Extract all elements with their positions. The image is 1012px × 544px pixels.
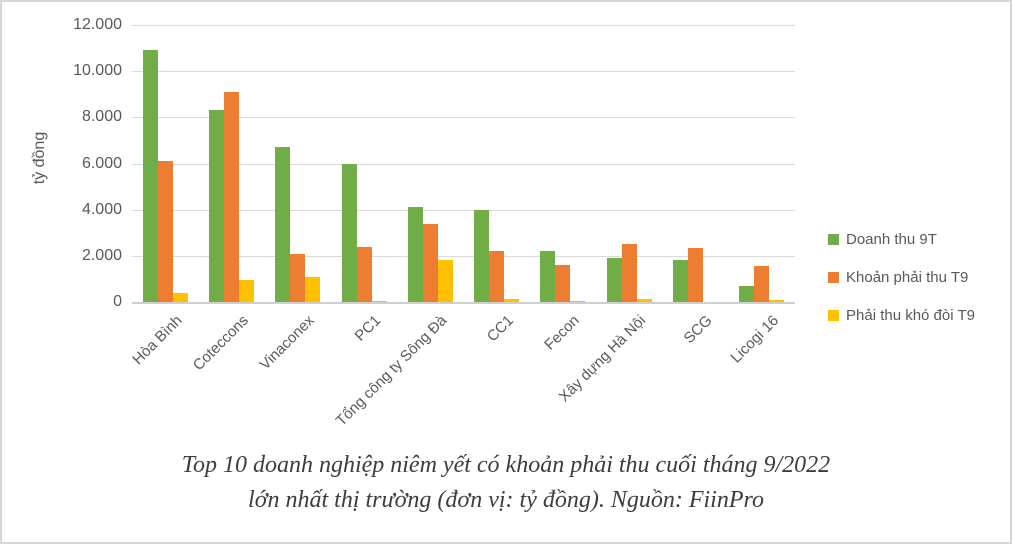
bar (555, 265, 571, 302)
gridline (132, 163, 795, 165)
legend-swatch-orange (828, 271, 839, 283)
y-tick-label: 12.000 (73, 16, 122, 33)
bar (489, 251, 505, 302)
y-tick-label: 6.000 (81, 154, 122, 172)
plot-area (132, 25, 795, 304)
bar (540, 251, 556, 302)
legend-item-doanh-thu-9t: Doanh thu 9T (828, 228, 975, 250)
x-tick-label: CC1 (483, 312, 517, 346)
bar (504, 298, 520, 302)
caption-line-2: lớn nhất thị trường (đơn vị: tỷ đồng). N… (248, 486, 764, 513)
x-tick-label: Coteccons (189, 312, 252, 375)
bar (621, 244, 637, 302)
bar (223, 91, 239, 302)
bar (606, 258, 622, 302)
y-tick-label: 2.000 (81, 246, 122, 264)
x-tick-label: Hòa Bình (128, 312, 186, 369)
bar (371, 300, 387, 302)
chart-caption: Top 10 doanh nghiệp niêm yết có khoản ph… (2, 448, 1010, 518)
bar (769, 299, 785, 302)
legend-label: Khoản phải thu T9 (846, 268, 969, 286)
x-tick-label: Fecon (541, 312, 583, 354)
bar (208, 110, 224, 302)
legend-swatch-yellow (828, 309, 839, 321)
gridline (132, 209, 795, 211)
bar (238, 280, 254, 302)
legend-item-phai-thu-kho-doi-t9: Phải thu khó đòi T9 (828, 304, 975, 326)
bar (570, 300, 586, 302)
bar (275, 147, 291, 302)
gridline (132, 71, 795, 73)
bar (142, 50, 158, 302)
legend-swatch-green (828, 233, 839, 245)
y-tick-label: 4.000 (81, 200, 122, 218)
bar (437, 260, 453, 302)
caption-line-1: Top 10 doanh nghiệp niêm yết có khoản ph… (181, 452, 831, 478)
bar (422, 223, 438, 302)
bar (673, 260, 689, 302)
legend-label: Doanh thu 9T (846, 230, 937, 248)
x-tick-label: Licogi 16 (727, 312, 782, 367)
y-tick-label: 0 (113, 293, 122, 310)
y-tick-label: 10.000 (73, 62, 122, 80)
bar (754, 266, 770, 302)
bar (157, 161, 173, 302)
y-axis-title: tỷ đồng (31, 131, 48, 185)
legend-label: Phải thu khó đòi T9 (846, 306, 975, 324)
x-tick-label: SCG (680, 312, 716, 348)
x-tick-label: Vinaconex (256, 312, 318, 374)
legend: Doanh thu 9T Khoản phải thu T9 Phải thu … (828, 228, 975, 342)
bar (305, 276, 321, 302)
y-tick-label: 8.000 (81, 108, 122, 126)
gridline (132, 255, 795, 257)
bar (341, 163, 357, 302)
gridline (132, 25, 795, 26)
bar (474, 209, 490, 302)
bar (356, 246, 372, 302)
bar (688, 247, 704, 302)
gridline (132, 117, 795, 119)
bar (636, 298, 652, 302)
bar (172, 292, 188, 302)
x-tick-label: PC1 (351, 312, 385, 345)
x-tick-label: Tổng công ty Sông Đà (332, 312, 451, 430)
legend-item-khoan-phai-thu-t9: Khoản phải thu T9 (828, 266, 975, 288)
bar (739, 285, 755, 302)
bar (290, 253, 306, 302)
bar (407, 207, 423, 302)
